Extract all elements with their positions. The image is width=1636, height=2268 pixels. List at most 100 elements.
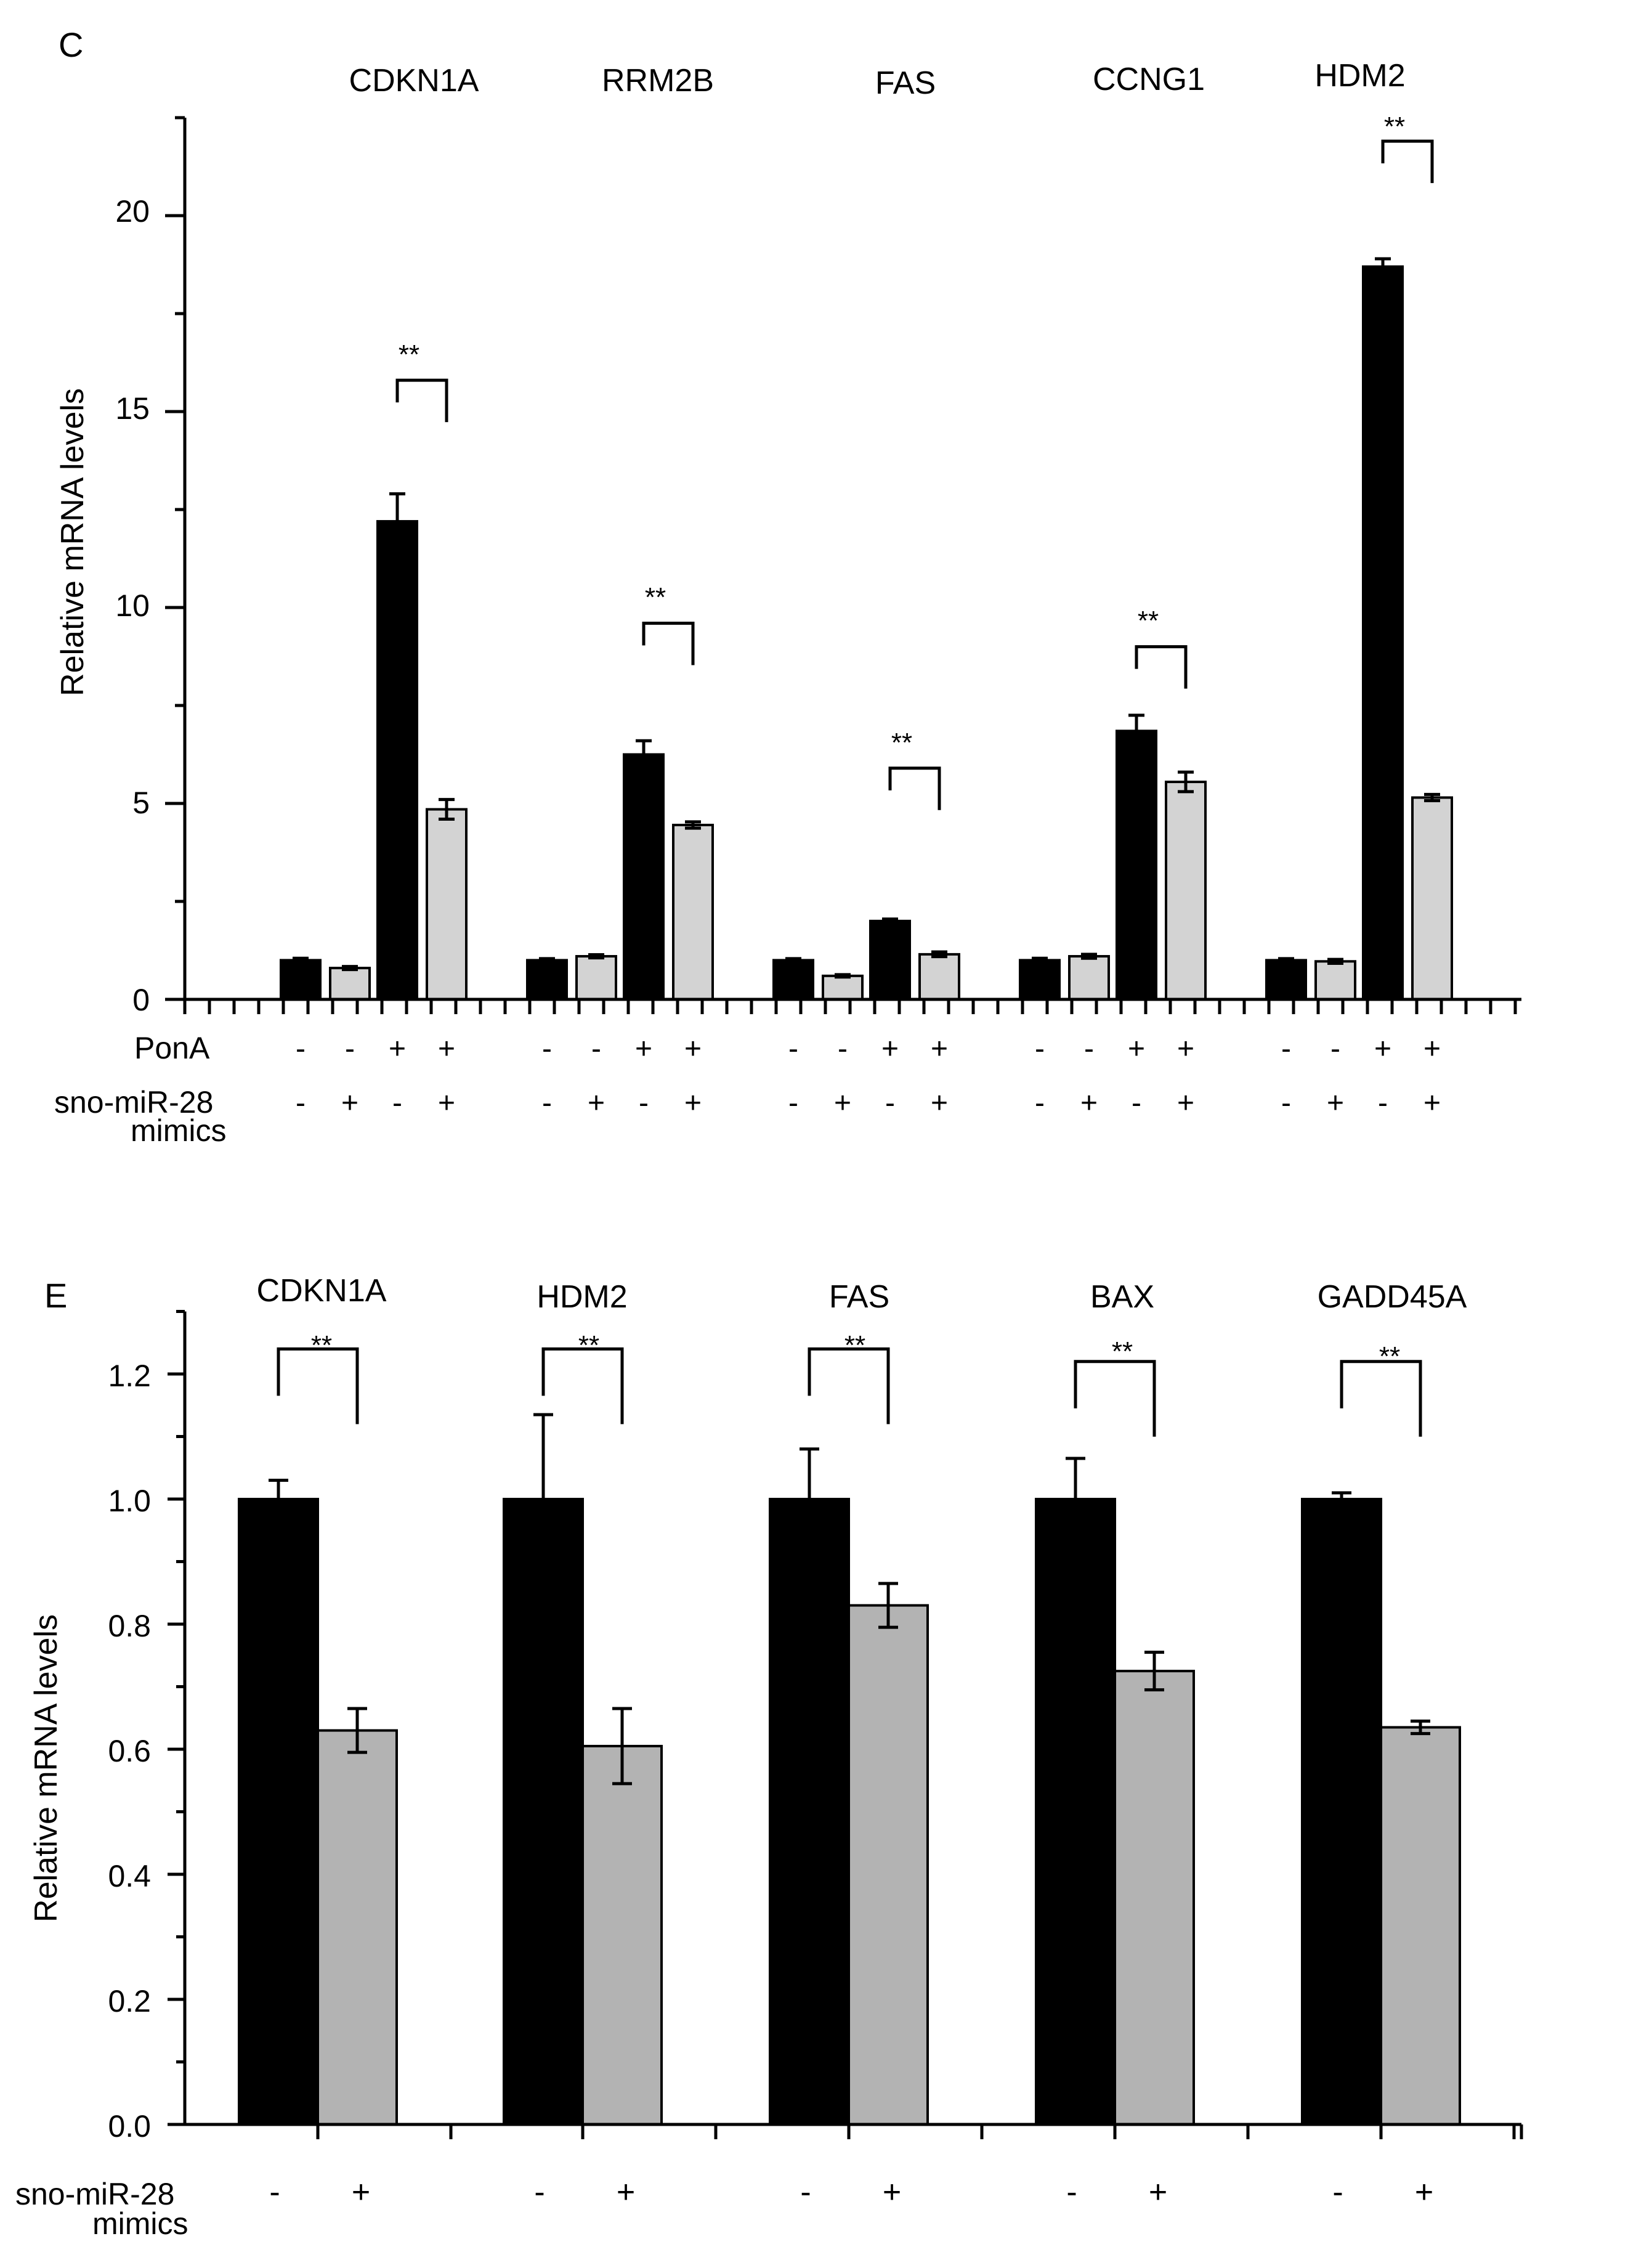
mimic-sign: - [1378,1087,1388,1120]
significance-bracket [642,621,695,665]
panel-e-mimic-label: sno-miR-28 [15,2177,174,2211]
bar [1265,959,1307,1001]
bar [1301,1498,1382,2126]
panel-e-y-tick-label: 0.6 [108,1734,151,1768]
mimic-sign: - [1332,2174,1343,2210]
panel-c-significance: ** ** ** ** ** [395,112,1434,810]
bar [1380,1726,1461,2126]
panel-c-mimic-label: sno-miR-28 [54,1085,213,1120]
panel-c-label: C [59,25,83,64]
panel-e-y-tick-label: 0.8 [108,1609,151,1643]
significance-bracket [277,1347,359,1425]
ponA-sign: + [389,1033,406,1065]
panel-e-y-tick-label: 0.4 [108,1859,151,1893]
mimic-sign: - [1035,1087,1045,1120]
panel-c-y-tick-label: 0 [132,983,150,1017]
mimic-sign: + [834,1087,851,1120]
mimic-sign: + [1423,1087,1441,1120]
panel-c-row-labels: PonA sno-miR-28 mimics [54,1031,227,1148]
panel-c-y-tick-label: 5 [132,786,150,820]
significance-bracket [395,378,448,423]
panel-e-category-label: GADD45A [1318,1279,1467,1315]
significance-bracket [1381,139,1434,184]
bar [575,955,617,1001]
panel-c-category-labels: CDKN1A RRM2B FAS CCNG1 HDM2 [349,58,1406,101]
panel-e-y-ticks: 0.0 0.2 0.4 0.6 0.8 1.0 1.2 [108,1359,151,2144]
bar [376,520,418,1001]
significance-bracket [1135,645,1188,689]
bar [1362,265,1404,1001]
bar [526,959,568,1001]
bar [1165,781,1207,1001]
panel-c-category-label: HDM2 [1314,58,1405,94]
bar [317,1729,398,2126]
bar [329,967,371,1001]
ponA-sign: - [1330,1033,1340,1065]
ponA-sign: + [635,1033,652,1065]
bar [581,1744,663,2126]
panel-e: E CDKN1A HDM2 FAS BAX GADD45A Relative m… [15,1273,1523,2241]
ponA-sign: + [1128,1033,1145,1065]
ponA-sign: - [1035,1033,1045,1065]
ponA-sign: + [438,1033,455,1065]
mimic-sign: + [684,1087,702,1120]
mimic-sign: + [588,1087,605,1120]
mimic-sign: - [534,2174,545,2210]
ponA-sign: - [788,1033,798,1065]
mimic-sign: + [1415,2174,1433,2210]
panel-c-condition-signs: - - - - - - - - - - - + - + - + - + - + + - + - + - + - + - + + + + + + + + + + [296,1033,1441,1120]
significance-bracket [888,766,941,810]
mimic-sign: + [931,1087,948,1120]
panel-c-mimic-label-2: mimics [131,1113,227,1148]
significance-bracket [808,1347,890,1425]
ponA-sign: - [1281,1033,1291,1065]
panel-e-bars [238,1498,1461,2126]
mimic-sign: - [392,1087,402,1120]
mimic-sign: - [885,1087,895,1120]
panel-e-sig-label: ** [311,1330,332,1360]
mimic-sign: + [1177,1087,1194,1120]
significance-bracket [1340,1360,1422,1437]
panel-c-sig-label: ** [1138,606,1159,636]
panel-e-y-tick-label: 1.0 [108,1484,151,1518]
significance-bracket [541,1347,624,1425]
bar [672,823,714,1001]
panel-e-y-axis-label: Relative mRNA levels [28,1614,64,1922]
panel-c-y-tick-label: 10 [115,588,150,623]
mimic-sign: - [1281,1087,1291,1120]
bar [1314,960,1356,1001]
ponA-sign: + [1423,1033,1441,1065]
panel-e-category-label: CDKN1A [257,1273,387,1309]
panel-e-sig-label: ** [1379,1341,1400,1372]
panel-c-y-tick-label: 20 [115,194,150,229]
panel-e-sig-label: ** [578,1330,599,1360]
ponA-sign: - [296,1033,306,1065]
panel-c-sig-label: ** [645,582,666,612]
bar [918,953,960,1001]
mimic-sign: + [341,1087,358,1120]
ponA-sign: - [838,1033,848,1065]
panel-e-condition-signs: - - - - - + + + + + [269,2174,1433,2210]
bar [1068,955,1110,1001]
panel-c: C CDKN1A RRM2B FAS CCNG1 HDM2 Relative m… [54,25,1521,1148]
panel-e-y-tick-label: 0.2 [108,1984,151,2018]
panel-e-sig-label: ** [844,1330,865,1360]
ponA-sign: - [345,1033,355,1065]
bar [1035,1498,1116,2126]
bar [769,1498,850,2126]
bar [772,959,814,1001]
panel-e-category-label: FAS [829,1279,889,1315]
bar [1411,796,1453,1001]
ponA-sign: - [542,1033,552,1065]
mimic-sign: + [617,2174,635,2210]
panel-e-axes [168,1310,1523,2139]
mimic-sign: - [800,2174,811,2210]
bar [280,959,322,1001]
panel-c-sig-label: ** [399,339,419,370]
bar [1019,959,1061,1001]
ponA-sign: + [684,1033,702,1065]
panel-e-y-tick-label: 0.0 [108,2109,151,2144]
panel-e-significance: ** ** ** ** ** [277,1330,1422,1437]
bar [426,808,468,1001]
ponA-sign: + [931,1033,948,1065]
